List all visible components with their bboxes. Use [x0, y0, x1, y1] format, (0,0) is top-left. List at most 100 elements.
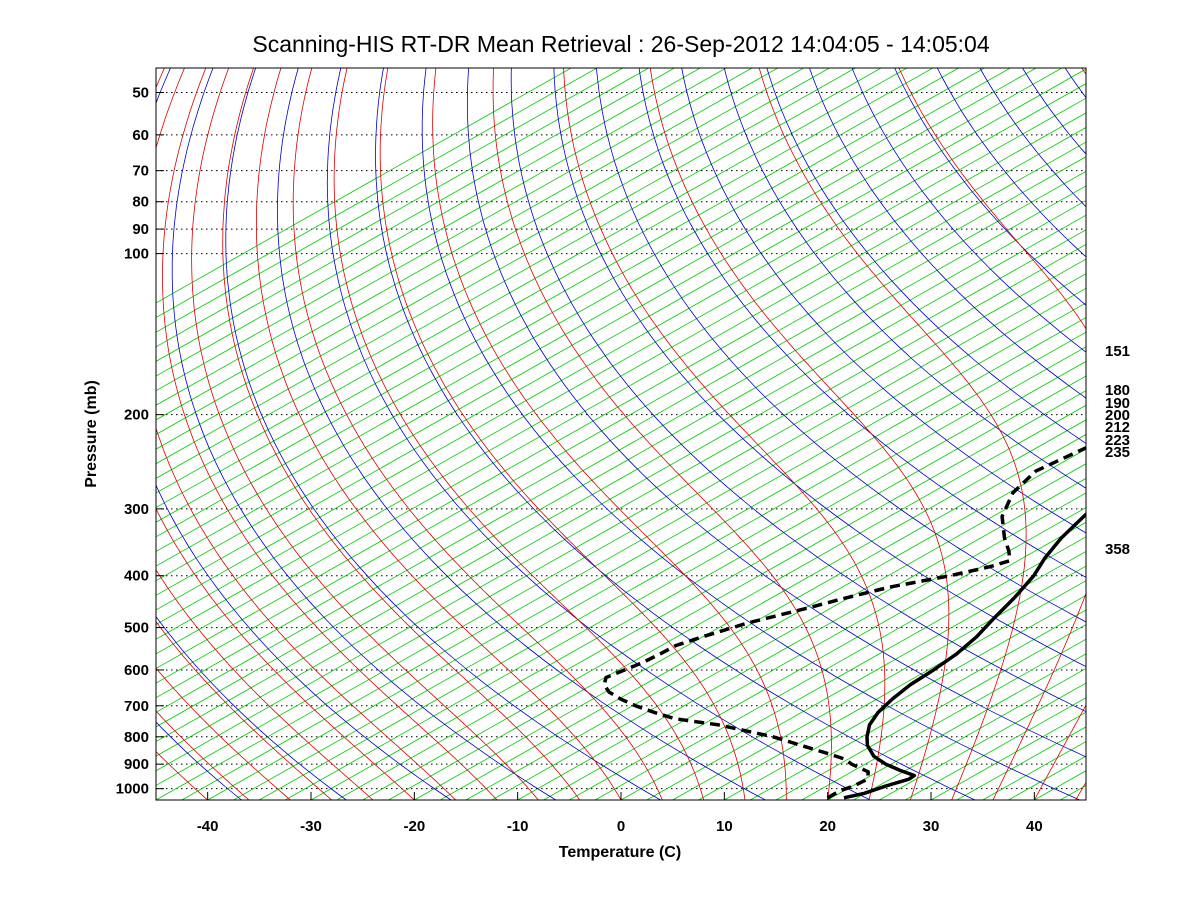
- dry-adiabat-line: [936, 68, 1086, 258]
- y-tick-label: 600: [124, 662, 149, 679]
- isotherm-line: [853, 667, 1086, 800]
- isotherm-line: [156, 68, 1037, 567]
- dry-adiabat-line: [596, 68, 1086, 623]
- isotherm-line: [156, 258, 1086, 786]
- dry-adiabat-line: [421, 68, 1080, 800]
- isotherm-line: [156, 97, 1086, 626]
- isotherm-line: [156, 68, 727, 392]
- chart-title: Scanning-HIS RT-DR Mean Retrieval : 26-S…: [252, 31, 989, 57]
- moist-adiabat-line: [292, 68, 663, 800]
- x-tick-label: -10: [507, 818, 529, 835]
- isotherm-line: [156, 112, 1086, 640]
- moist-adiabat-line: [649, 68, 950, 800]
- isotherm-line: [440, 434, 1086, 800]
- moist-adiabat-line: [191, 68, 539, 800]
- dry-adiabat-line: [375, 68, 976, 800]
- dry-adiabat-line: [851, 68, 1086, 353]
- isotherm-line: [569, 507, 1086, 800]
- isotherm-line: [698, 580, 1086, 800]
- isotherm-line: [672, 565, 1086, 800]
- moist-adiabat-line: [156, 667, 291, 800]
- dry-adiabat-line: [225, 68, 661, 800]
- y-tick-label: 500: [124, 620, 149, 637]
- sounding-profiles: [602, 445, 1086, 800]
- dry-adiabat-line: [894, 68, 1086, 306]
- y-tick-label: 900: [124, 756, 149, 773]
- y-tick-label: 100: [124, 246, 149, 263]
- dry-adiabat-line: [326, 68, 871, 800]
- x-tick-label: 40: [1026, 818, 1043, 835]
- isotherm-line: [156, 68, 830, 450]
- height-label: 190: [1105, 395, 1130, 412]
- isotherm-line: [285, 346, 1086, 800]
- dry-adiabat-line: [156, 68, 452, 800]
- isotherm-line: [620, 536, 1086, 800]
- isotherm-line: [156, 68, 804, 435]
- isotherm-line: [156, 68, 675, 362]
- isotherm-line: [156, 141, 1086, 669]
- moist-adiabat-line: [156, 68, 415, 800]
- moist-adiabat-line: [1033, 68, 1086, 800]
- height-label: 151: [1105, 343, 1130, 360]
- height-label: 200: [1105, 407, 1130, 424]
- y-tick-label: 60: [132, 127, 149, 144]
- isotherm-line: [156, 68, 572, 304]
- isotherm-line: [156, 273, 1086, 800]
- x-tick-label: 0: [617, 818, 625, 835]
- isotherm-line: [543, 492, 1086, 800]
- y-tick-label: 1000: [116, 781, 149, 798]
- isotherm-line: [310, 360, 1086, 800]
- dry-adiabat-line: [156, 615, 347, 800]
- y-tick-label: 300: [124, 501, 149, 518]
- height-label: 235: [1105, 444, 1130, 461]
- isotherm-line: [801, 638, 1086, 800]
- isotherm-line: [156, 200, 1086, 728]
- temperature-profile-line: [843, 512, 1086, 800]
- moist-adiabat-line: [156, 710, 250, 800]
- height-label: 180: [1105, 382, 1130, 399]
- isotherm-line: [156, 68, 882, 479]
- dry-adiabat-line: [171, 68, 557, 800]
- isotherm-line: [156, 68, 933, 509]
- y-tick-label: 200: [124, 407, 149, 424]
- isotherm-line: [156, 68, 778, 421]
- x-tick-label: 30: [923, 818, 940, 835]
- y-tick-label: 70: [132, 163, 149, 180]
- dewpoint-profile-line: [602, 445, 1086, 800]
- isotherm-line: [181, 287, 1086, 800]
- x-tick-label: -20: [403, 818, 425, 835]
- moist-adiabat-line: [898, 68, 1086, 800]
- y-tick-label: 50: [132, 84, 149, 101]
- y-tick-label: 80: [132, 194, 149, 211]
- moist-adiabat-line: [492, 68, 832, 800]
- y-tick-label: 800: [124, 729, 149, 746]
- moist-adiabat-line: [156, 621, 332, 800]
- isotherm-line: [156, 243, 1086, 772]
- y-axis-ticks: 50 60 70 80 90 100 200 300 400 500 600 700 800 900 100…: [116, 84, 164, 798]
- isotherm-line: [362, 390, 1086, 800]
- isotherm-line: [156, 68, 1011, 552]
- dry-adiabat-line: [553, 68, 1086, 668]
- isotherm-line: [259, 331, 1086, 800]
- x-tick-label: 10: [716, 818, 733, 835]
- dry-adiabat-line: [723, 68, 1086, 489]
- isotherm-line: [517, 477, 1086, 800]
- isotherm-line: [156, 68, 985, 538]
- moist-adiabat-line: [222, 68, 581, 800]
- isotherm-line: [156, 229, 1086, 757]
- x-axis-label: Temperature (C): [559, 844, 681, 861]
- isotherm-line: [233, 317, 1086, 800]
- isotherm-line: [156, 68, 908, 494]
- x-tick-label: -40: [197, 818, 219, 835]
- y-axis-label: Pressure (mb): [83, 380, 100, 488]
- isotherm-line: [156, 68, 701, 377]
- dry-adiabat-line: [766, 68, 1086, 444]
- moist-adiabat-line: [758, 68, 1027, 800]
- plot-area: [156, 68, 1086, 800]
- isotherm-line: [156, 68, 753, 406]
- isotherm-line: [336, 375, 1086, 800]
- isotherm-line: [491, 463, 1086, 800]
- isotherm-line: [156, 83, 1086, 611]
- moist-adiabat-line: [162, 68, 498, 800]
